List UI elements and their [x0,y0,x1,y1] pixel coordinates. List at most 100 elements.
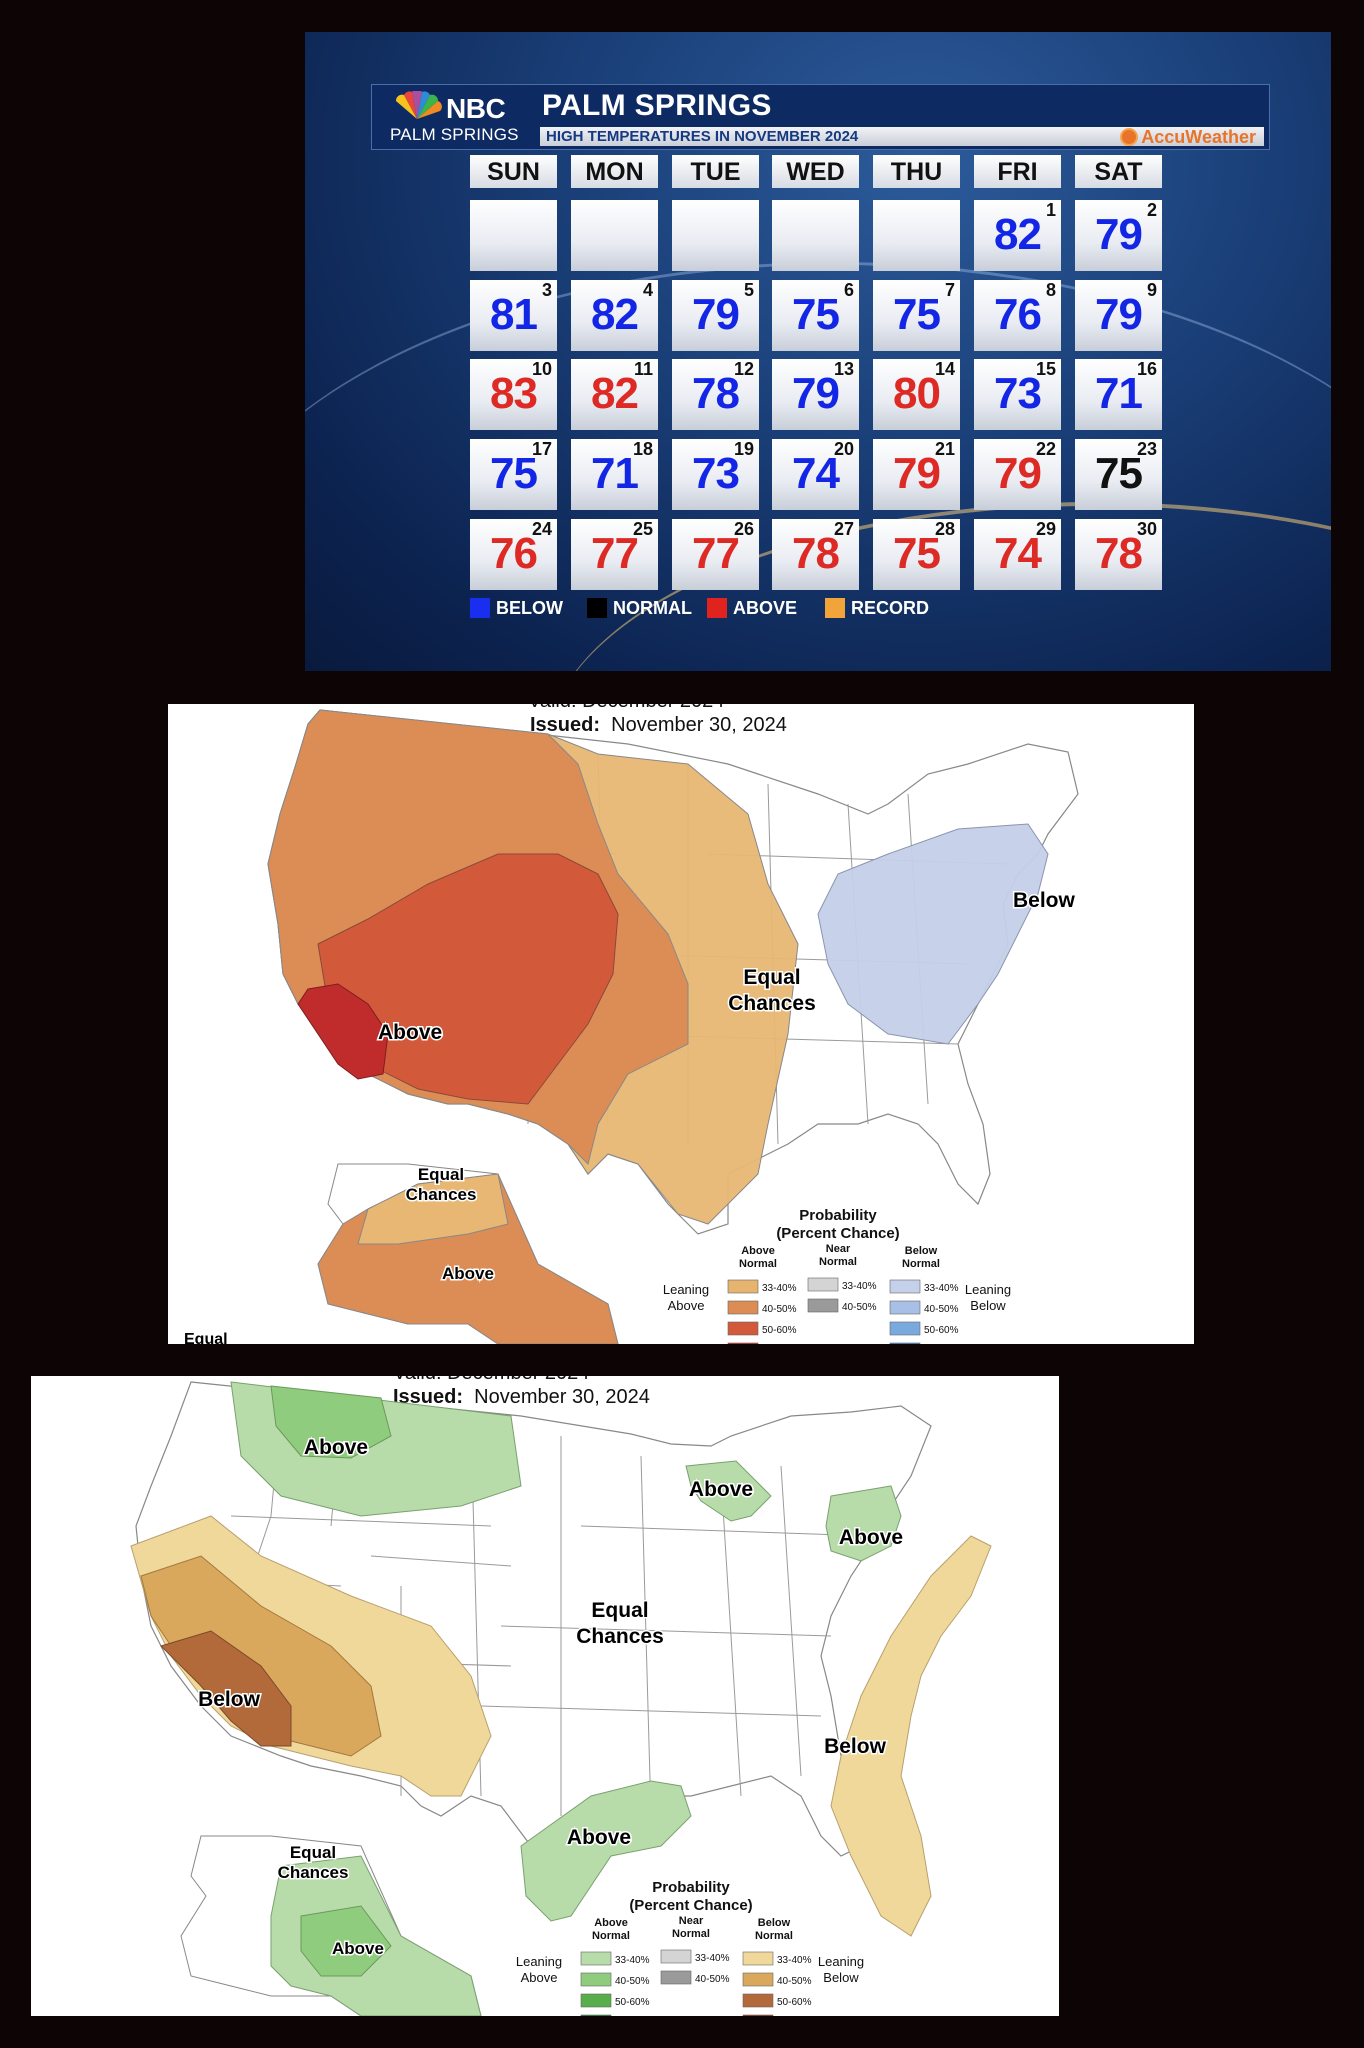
calendar-day-cell: 79 22 [974,439,1061,510]
day-number: 18 [632,439,653,459]
legend-row-above: 40-50% [615,1976,650,1987]
legend-leaning-below: Below [970,1298,1006,1313]
legend-label: NORMAL [613,598,692,618]
calendar-empty-cell [873,200,960,271]
label-above-ne: Above [839,1526,903,1549]
legend-leaning-above: Above [521,1970,558,1985]
legend-subtitle: (Percent Chance) [776,1225,899,1242]
legend-col-below: Normal [902,1258,940,1270]
legend-col-near: Near [679,1915,704,1927]
day-number: 8 [1045,280,1056,300]
legend-leaning-above: Leaning [516,1954,562,1969]
label-alaska-chances: Chances [278,1863,349,1882]
high-temperature: 75 [490,449,538,498]
legend-row-above: 50-60% [615,1997,650,2008]
alaska-lean-region [357,1173,509,1245]
day-number: 5 [743,280,754,300]
temperature-map-svg: Above Below Equal Chances Equal Chances … [184,709,1079,1344]
day-number: 12 [733,359,754,379]
legend-row-above: 33-40% [615,1955,650,1966]
day-number: 14 [934,359,955,379]
high-temperature: 78 [692,369,740,418]
legend-col-near: Near [826,1243,851,1255]
day-number: 30 [1136,519,1157,539]
calendar-day-cell: 77 26 [672,519,759,590]
calendar-day-cell: 73 15 [974,359,1061,430]
calendar-day-cell: 76 8 [974,280,1061,351]
calendar-empty-cell [772,200,859,271]
calendar-day-cell: 74 29 [974,519,1061,590]
issued-value: November 30, 2024 [474,1386,650,1408]
day-number: 3 [541,280,552,300]
day-number: 25 [632,519,653,539]
legend-row-below: 33-40% [924,1283,959,1294]
above-lakes-region [685,1460,772,1522]
day-number: 15 [1035,359,1056,379]
legend-leaning-above: Leaning [663,1282,709,1297]
temperature-calendar-graphic: NBC PALM SPRINGS PALM SPRINGS HIGH TEMPE… [305,32,1331,671]
valid-label: Valid: [393,1376,442,1384]
sun-icon [1122,130,1137,144]
issued-date: Issued: November 30, 2024 [393,1386,650,1409]
calendar-day-cell: 78 27 [772,519,859,590]
high-temperature: 75 [893,529,941,578]
legend-leaning-above: Above [668,1298,705,1313]
valid-label: Valid: [528,704,577,712]
legend-swatch-below [889,1342,921,1344]
issued-label: Issued: [393,1386,464,1408]
below-west-50-60 [160,1630,292,1747]
label-above-north: Above [304,1436,368,1459]
calendar-header: NBC PALM SPRINGS PALM SPRINGS HIGH TEMPE… [371,84,1270,150]
valid-date: Valid: December 2024 [528,704,724,713]
legend-label: BELOW [496,598,563,618]
label-chances: Chances [576,1625,664,1648]
day-header-thu: THU [873,155,960,188]
station-name: PALM SPRINGS [390,125,519,144]
high-temperature: 81 [490,290,538,339]
day-number: 20 [833,439,854,459]
day-number: 10 [531,359,552,379]
calendar-day-cell: 79 21 [873,439,960,510]
calendar-day-cell: 71 18 [571,439,658,510]
legend-row-near: 33-40% [695,1953,730,1964]
calendar-day-cell: 75 6 [772,280,859,351]
above-gulf-region [520,1780,692,1922]
calendar-day-cell: 73 19 [672,439,759,510]
day-number: 21 [934,439,955,459]
label-cut-equal: Equal [184,1331,228,1344]
legend-swatch-below [889,1321,921,1336]
label-alaska-above: Above [332,1939,384,1958]
calendar-day-cell: 79 13 [772,359,859,430]
label-equal: Equal [743,966,800,989]
legend-row-near: 40-50% [842,1302,877,1313]
high-temperature: 75 [1095,449,1143,498]
calendar-day-cell: 76 24 [470,519,557,590]
high-temperature: 73 [692,449,740,498]
nbc-logo: NBC PALM SPRINGS [372,85,527,149]
valid-date: Valid: December 2024 [393,1376,589,1385]
legend-swatch-near [807,1277,839,1292]
issued-date: Issued: November 30, 2024 [530,714,787,737]
day-header-sun: SUN [470,155,557,188]
calendar-day-cell: 79 2 [1075,200,1162,271]
legend-swatch-below [742,1951,774,1966]
day-number: 24 [531,519,552,539]
legend-near-equal: Equal [823,1343,853,1344]
high-temperature: 75 [893,290,941,339]
legend-col-above: Above [594,1917,628,1929]
label-chances: Chances [728,992,816,1015]
day-header-sat: SAT [1075,155,1162,188]
day-number: 28 [934,519,955,539]
legend-leaning-below: Leaning [818,1954,864,1969]
legend-row-below: 50-60% [777,1997,812,2008]
high-temperature: 79 [1095,290,1143,339]
calendar-day-cell: 83 10 [470,359,557,430]
calendar-day-cell: 79 5 [672,280,759,351]
legend-swatch-above [580,1993,612,2008]
legend-col-below: Below [905,1245,938,1257]
label-above-gulf: Above [567,1826,631,1849]
legend-col-near: Normal [672,1928,710,1940]
high-temperature: 76 [994,290,1042,339]
legend-swatch [825,598,845,618]
issued-value: November 30, 2024 [611,714,787,736]
